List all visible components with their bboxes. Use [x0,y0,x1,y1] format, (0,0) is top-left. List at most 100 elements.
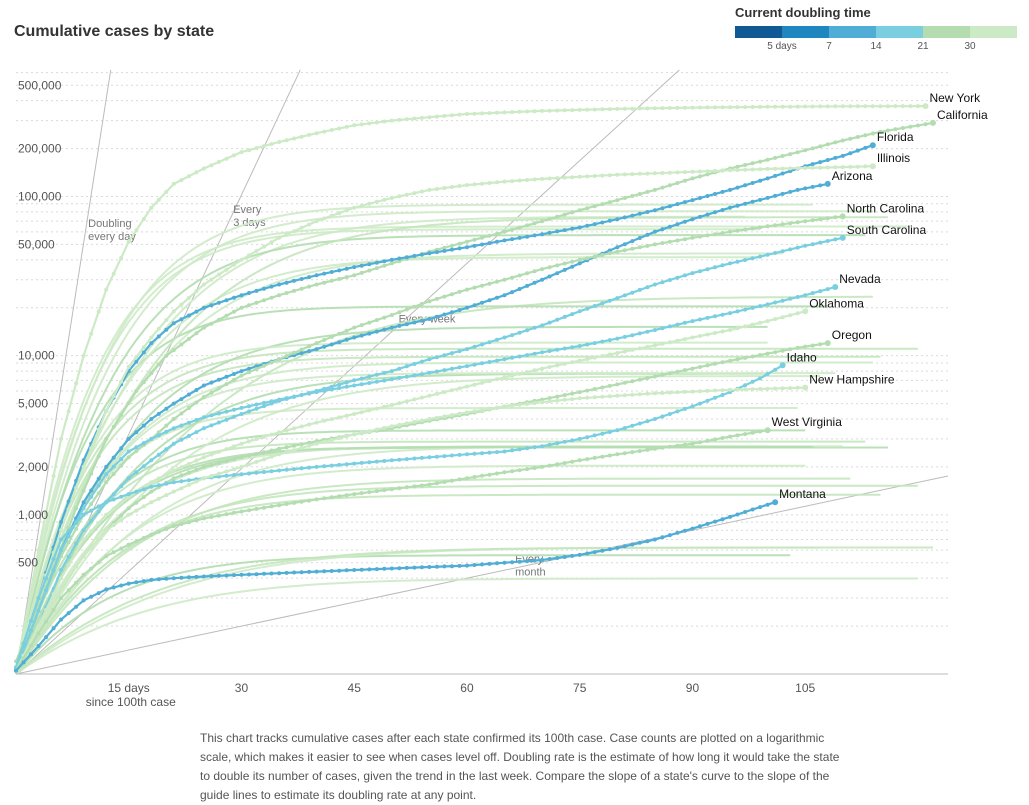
state-point [284,502,289,506]
state-point [337,211,342,216]
state-point [29,588,33,593]
state-point [682,178,687,183]
state-point [480,181,484,186]
state-point [89,566,94,571]
state-label: Nevada [839,272,881,286]
state-point [765,104,770,109]
state-point [344,380,349,385]
state-point [698,105,702,110]
state-point [517,330,522,335]
state-point [134,508,139,513]
state-point [615,217,620,222]
state-point [615,249,620,254]
state-point [592,174,597,178]
state-point [337,340,342,345]
state-point [780,249,785,254]
state-point [630,213,635,218]
state-point [59,617,64,622]
state-point [171,489,176,494]
state-point [239,455,244,460]
state-point [239,305,244,310]
state-point [645,232,650,237]
state-point [21,642,26,647]
state-point [667,170,672,175]
state-point [314,282,319,287]
state-point [216,461,221,466]
state-point [359,122,364,127]
state-point [607,453,612,458]
state-point [660,206,665,211]
state-point [720,168,725,173]
state-point [322,439,327,444]
state-point [389,377,394,382]
state-point [314,390,319,395]
state-point [156,411,161,416]
state-point [224,573,229,578]
state-point [750,305,755,310]
state-point [517,371,522,376]
guide-label: Every month [515,554,546,579]
state-point [201,282,206,287]
state-point [480,283,484,288]
state-point [247,572,251,577]
state-point [36,608,41,613]
state-point [773,367,778,372]
state-point [547,396,552,401]
state-point [840,138,845,143]
state-point [675,443,680,448]
legend-tick-labels: 5 days 7 14 21 30 [735,38,1017,54]
state-point [307,344,312,349]
state-point [713,314,717,319]
state-point [216,317,221,322]
state-point [743,201,748,206]
state-point [705,169,710,174]
state-point [690,366,695,371]
state-point [269,432,274,437]
state-line [15,225,911,675]
state-point [209,515,214,519]
state-point [780,222,785,227]
state-point [434,314,439,319]
state-point [389,487,394,492]
state-point [164,472,169,477]
state-point [51,474,56,478]
state-point [412,116,417,121]
state-point [652,374,657,379]
state-point [480,342,484,347]
state-point [532,401,537,406]
state-point [284,450,289,455]
state-point [758,178,763,183]
state-point [224,267,229,272]
state-point [194,458,199,463]
state-point [239,150,244,155]
state-point [743,432,748,437]
state-point [675,530,680,535]
state-point [577,344,582,348]
state-point [660,171,665,175]
state-point [773,155,778,160]
state-point [269,142,274,146]
state-point [510,355,515,360]
state-point [427,317,432,321]
state-point [156,577,161,582]
state-point [705,438,710,443]
state-point [743,383,748,388]
state-point [209,463,214,467]
state-point [397,376,402,380]
state-point [532,558,537,563]
state-point [397,486,402,491]
state-point [720,208,725,212]
state-point [607,248,612,253]
state-point [164,576,169,581]
state-point [667,324,672,329]
state-point [126,492,131,497]
state-point [232,473,236,477]
state-point [96,309,101,314]
state-line [15,341,768,675]
state-point [743,105,748,110]
state-point [750,161,755,166]
state-point [232,377,236,382]
state-point [472,182,477,187]
state-point [299,466,304,471]
